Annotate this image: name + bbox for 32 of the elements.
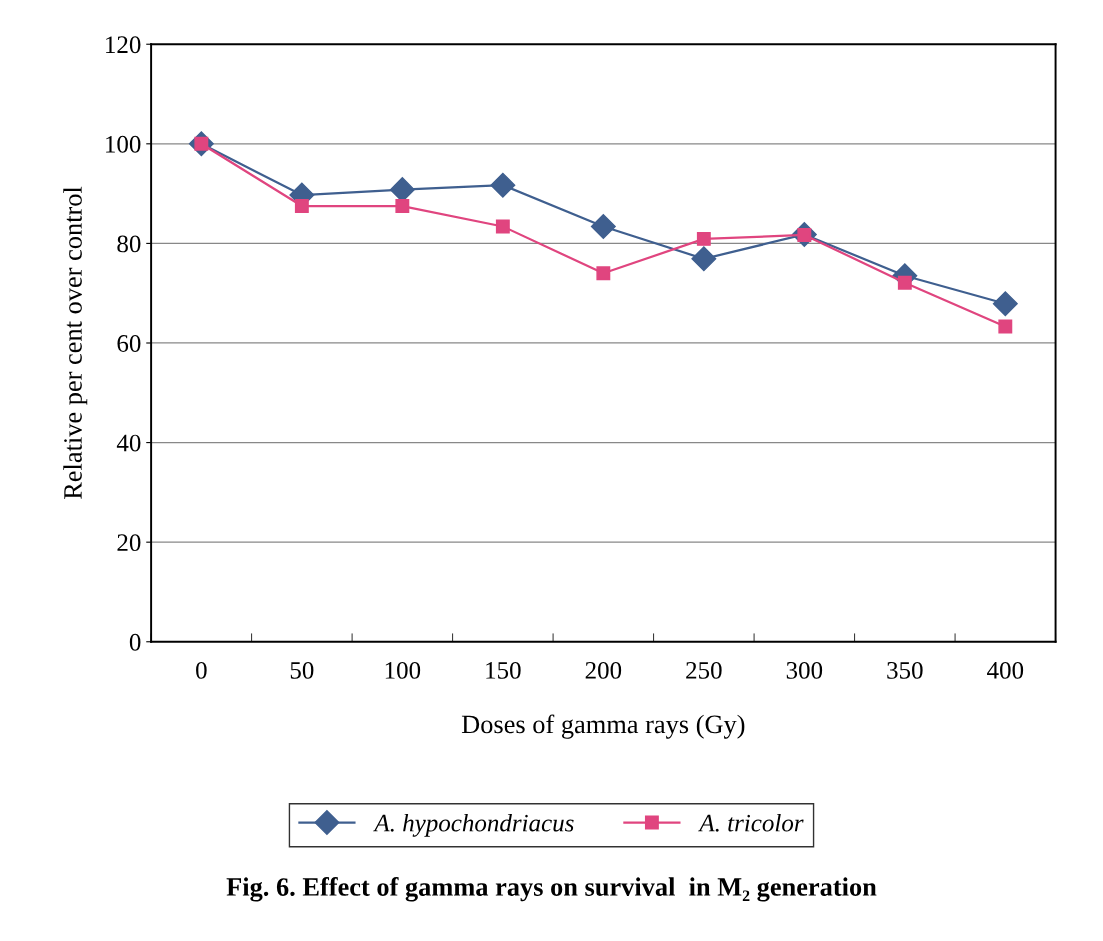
point bbox=[490, 172, 516, 198]
y-tick-label: 120 bbox=[106, 36, 141, 54]
x-tick-label: 300 bbox=[786, 661, 823, 679]
point bbox=[992, 291, 1018, 317]
x-tick-label: 150 bbox=[486, 661, 521, 679]
x-tick-label: 0 bbox=[196, 661, 207, 679]
x-tick-label: 350 bbox=[887, 661, 923, 679]
x-axis-title: Doses of gamma rays (Gy) bbox=[461, 714, 745, 739]
point bbox=[696, 231, 711, 246]
y-axis-title: Relative per cent over control bbox=[63, 186, 88, 500]
point bbox=[596, 266, 611, 281]
y-tick-label: 0 bbox=[129, 633, 141, 651]
point bbox=[395, 199, 410, 214]
y-tick-label: 20 bbox=[117, 534, 141, 552]
point bbox=[590, 213, 616, 239]
point bbox=[495, 219, 510, 234]
x-tick-label: 250 bbox=[686, 661, 722, 679]
x-tick-label: 50 bbox=[290, 661, 314, 679]
x-tick-label: 200 bbox=[585, 661, 622, 679]
legend-label: A. tricolor bbox=[698, 813, 804, 832]
legend-label: A. hypochondriacus bbox=[373, 813, 574, 837]
y-tick-label: 100 bbox=[106, 135, 141, 153]
x-tick-label: 100 bbox=[385, 661, 421, 679]
point bbox=[897, 275, 912, 290]
text: Fig. 6. Effect of gamma rays on survival in M₂ generation bbox=[226, 877, 877, 902]
y-tick-label: 80 bbox=[117, 235, 141, 253]
point bbox=[691, 246, 717, 272]
y-tick-label: 60 bbox=[117, 335, 141, 352]
point bbox=[998, 319, 1013, 334]
x-tick-label: 400 bbox=[987, 661, 1024, 679]
y-tick-label: 40 bbox=[116, 434, 141, 452]
point bbox=[294, 199, 309, 214]
